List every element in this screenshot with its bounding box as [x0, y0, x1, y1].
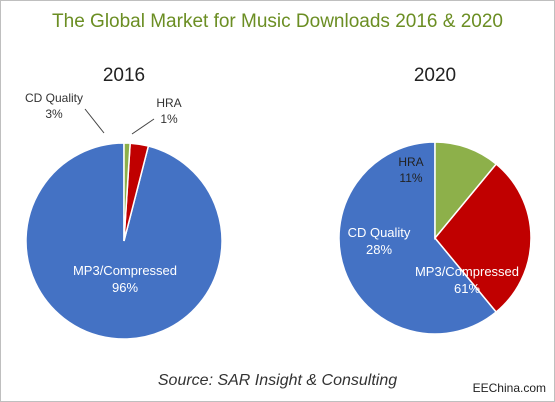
label-2020-mp3-value: 61% [454, 281, 480, 296]
pie-2016-title: 2016 [103, 65, 145, 86]
pie-2016 [25, 142, 223, 340]
label-2020-mp3-name: MP3/Compressed [415, 264, 519, 279]
label-2016-mp3-value: 96% [112, 280, 138, 295]
label-2016-mp3-name: MP3/Compressed [73, 263, 177, 278]
label-2020-cd-name: CD Quality [348, 225, 411, 240]
pie-2020 [338, 141, 532, 335]
label-2020-hra-value: 11% [399, 171, 422, 185]
chart-title: The Global Market for Music Downloads 20… [52, 11, 503, 32]
pie-2020-slice-mp3-compressed [338, 141, 498, 335]
pie-2016-slice-hra [123, 142, 131, 242]
label-2016-cd-value: 3% [45, 107, 63, 121]
watermark: EEChina.com [472, 381, 546, 395]
label-2016-cd-name: CD Quality [25, 91, 83, 105]
label-2020-cd-value: 28% [366, 242, 392, 257]
pie-2020-slice-cd-quality [434, 162, 532, 314]
leader-2016-cd [84, 108, 105, 134]
source-note: Source: SAR Insight & Consulting [157, 372, 398, 389]
label-2020-hra-name: HRA [398, 155, 423, 169]
leader-2016-hra [131, 118, 155, 135]
label-2016-hra-name: HRA [156, 96, 181, 110]
label-2016-hra-value: 1% [160, 112, 178, 126]
pie-2020-slice-hra [434, 141, 498, 241]
pie-2020-title: 2020 [414, 65, 456, 86]
